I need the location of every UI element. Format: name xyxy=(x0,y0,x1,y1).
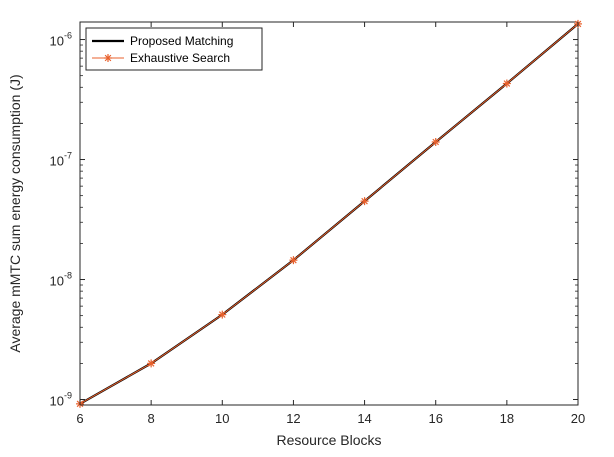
y-tick-exponent: -6 xyxy=(64,31,72,41)
y-tick-exponent: -9 xyxy=(64,391,72,401)
x-axis: 6 8 10 12 14 16 18 20 xyxy=(76,22,585,426)
legend-marker xyxy=(104,54,112,62)
series-layer xyxy=(76,19,582,408)
legend-label: Proposed Matching xyxy=(130,34,233,48)
y-tick-label: 10-6 xyxy=(50,31,72,49)
x-tick-label: 18 xyxy=(500,411,514,426)
series-2-point xyxy=(218,310,227,319)
y-tick-base: 10 xyxy=(50,154,64,169)
y-tick-base: 10 xyxy=(50,34,64,49)
legend-item: Proposed Matching xyxy=(92,34,233,48)
y-tick-exponent: -8 xyxy=(64,271,72,281)
x-tick-label: 10 xyxy=(215,411,229,426)
x-tick-label: 12 xyxy=(286,411,300,426)
y-axis-label: Average mMTC sum energy consumption (J) xyxy=(7,74,23,352)
legend: Proposed Matching Exhaustive Search xyxy=(85,27,263,71)
series-2-point xyxy=(360,197,369,206)
y-tick-label: 10-9 xyxy=(50,391,72,409)
series-line-2 xyxy=(79,23,579,405)
series-2-point xyxy=(431,137,440,146)
x-tick-label: 20 xyxy=(571,411,585,426)
series-2-point xyxy=(147,359,156,368)
legend-label: Exhaustive Search xyxy=(130,51,230,65)
series-2-point xyxy=(502,79,511,88)
y-tick-base: 10 xyxy=(50,274,64,289)
legend-box xyxy=(85,27,263,71)
plot-area xyxy=(79,21,579,406)
x-tick-label: 16 xyxy=(428,411,442,426)
y-tick-label: 10-7 xyxy=(50,151,72,169)
legend-item: Exhaustive Search xyxy=(92,51,230,65)
x-tick-label: 8 xyxy=(148,411,155,426)
y-tick-base: 10 xyxy=(50,394,64,409)
series-2-point xyxy=(289,256,298,265)
y-tick-label: 10-8 xyxy=(50,271,72,289)
x-tick-label: 6 xyxy=(76,411,83,426)
x-axis-label: Resource Blocks xyxy=(276,432,381,448)
y-tick-exponent: -7 xyxy=(64,151,72,161)
y-axis: 10-910-810-710-6 xyxy=(50,31,578,409)
x-tick-label: 14 xyxy=(357,411,371,426)
